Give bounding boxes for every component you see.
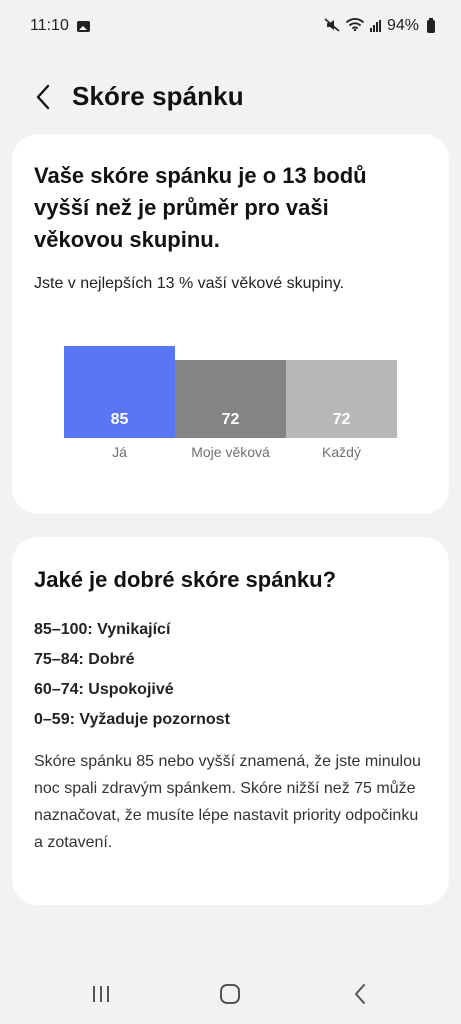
range-item: 85–100: Vynikající <box>34 621 171 638</box>
bar-chart-labels: Já Moje věková Každý <box>64 444 397 464</box>
status-bar: 11:10 94% <box>0 0 461 52</box>
signal-icon <box>369 20 381 32</box>
back-button[interactable] <box>28 82 58 112</box>
bar-category-label: Já <box>112 444 127 460</box>
wifi-icon <box>346 17 364 36</box>
comparison-title: Vaše skóre spánku je o 13 bodů vyšší než… <box>34 163 367 252</box>
range-item: 0–59: Vyžaduje pozornost <box>34 711 230 728</box>
status-left: 11:10 <box>30 17 90 35</box>
header: Skóre spánku <box>0 70 461 124</box>
navigation-bar <box>0 968 461 1020</box>
home-icon <box>220 984 240 1004</box>
bar-value-label: 72 <box>221 411 240 428</box>
recents-icon <box>93 986 109 1002</box>
bar-category-label: Moje věková <box>191 444 270 460</box>
home-button[interactable] <box>210 980 250 1008</box>
score-bar-chart: 85 72 72 <box>64 346 397 438</box>
range-item: 75–84: Dobré <box>34 651 135 668</box>
chevron-left-icon <box>36 84 50 110</box>
mute-icon <box>324 17 340 35</box>
bar-value-label: 85 <box>110 411 129 428</box>
comparison-subtitle: Jste v nejlepších 13 % vaší věkové skupi… <box>34 275 345 292</box>
bar-0: 85 <box>64 346 175 438</box>
gallery-icon <box>76 20 90 32</box>
bar-2: 72 <box>286 360 397 438</box>
bar-category-label: Každý <box>322 444 361 460</box>
status-time: 11:10 <box>30 17 69 34</box>
info-title: Jaké je dobré skóre spánku? <box>34 567 337 592</box>
bar-1: 72 <box>175 360 286 438</box>
back-icon <box>355 984 365 1004</box>
score-ranges: 85–100: Vynikající 75–84: Dobré 60–74: U… <box>34 615 230 735</box>
range-item: 60–74: Uspokojivé <box>34 681 174 698</box>
status-right: 94% <box>324 17 435 36</box>
battery-percent: 94% <box>386 17 419 34</box>
nav-back-button[interactable] <box>340 980 380 1008</box>
recents-button[interactable] <box>81 980 121 1008</box>
bar-value-label: 72 <box>332 411 351 428</box>
info-paragraph: Skóre spánku 85 nebo vyšší znamená, že j… <box>34 753 421 851</box>
info-card: Jaké je dobré skóre spánku? 85–100: Vyni… <box>12 537 449 905</box>
page-title: Skóre spánku <box>72 81 244 111</box>
battery-icon <box>427 17 435 33</box>
comparison-card: Vaše skóre spánku je o 13 bodů vyšší než… <box>12 134 449 514</box>
